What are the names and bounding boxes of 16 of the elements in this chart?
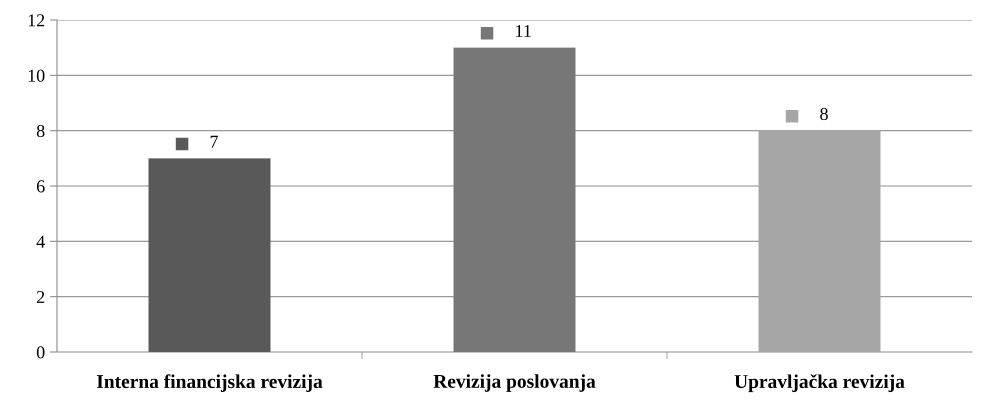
y-tick-label: 2	[36, 290, 44, 303]
x-tick-label: Revizija poslovanja	[434, 374, 596, 392]
data-label: 7	[210, 136, 218, 148]
y-tick-label: 10	[28, 70, 45, 82]
y-tick-label: 6	[36, 180, 45, 192]
y-tick-label: 12	[28, 14, 44, 26]
y-tick-label: 0	[36, 346, 45, 358]
y-tick-label: 4	[36, 236, 45, 248]
data-label: 8	[820, 108, 828, 120]
x-tick-label: Interna financijska revizija	[96, 374, 322, 392]
bar	[758, 130, 880, 352]
y-tick-label: 8	[36, 124, 45, 138]
bar	[148, 158, 270, 352]
bar	[454, 48, 576, 352]
x-tick-label: Upravljačka revizija	[734, 374, 905, 392]
data-label: 11	[516, 24, 531, 37]
